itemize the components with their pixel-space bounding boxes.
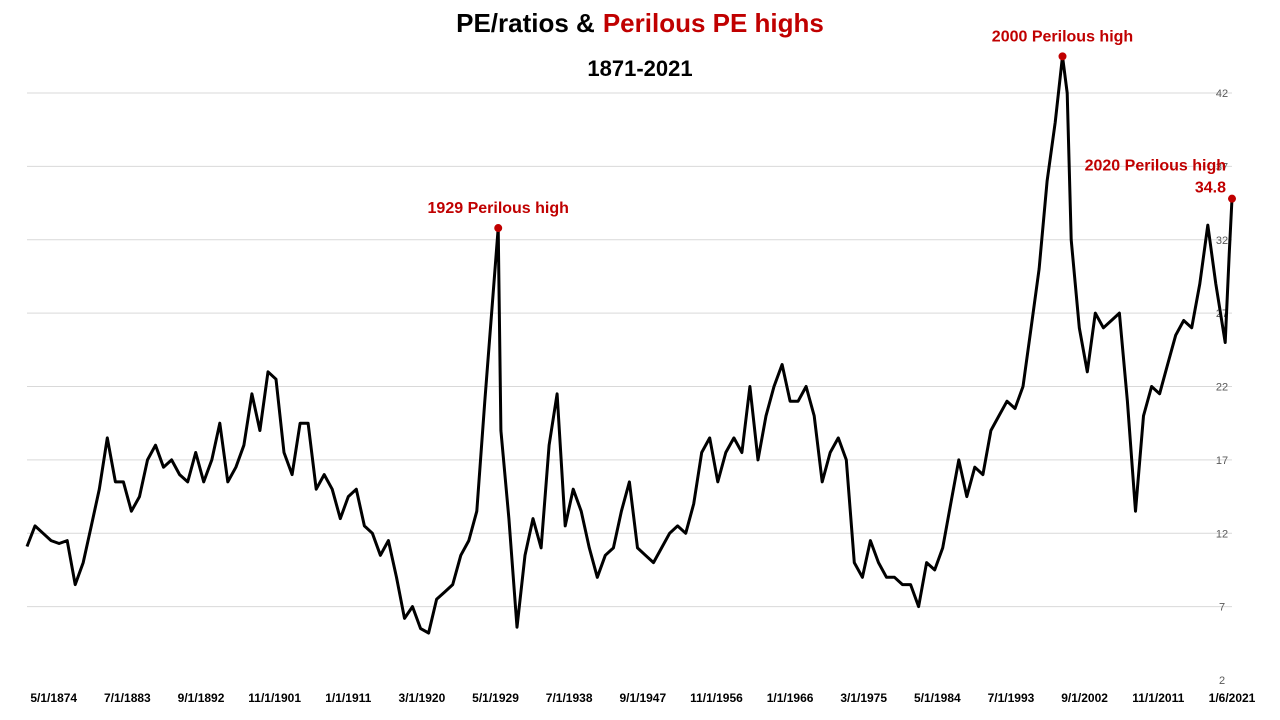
title-text: PE/ratios &	[456, 8, 595, 38]
chart-title: PE/ratios & Perilous PE highs	[456, 8, 824, 38]
y-tick-label: 22	[1216, 382, 1228, 394]
title-highlight: Perilous PE highs	[603, 8, 824, 38]
x-tick-label: 3/1/1920	[399, 691, 446, 705]
data-line	[25, 54, 1234, 635]
x-tick-label: 5/1/1929	[472, 691, 519, 705]
y-tick-label: 2	[1219, 675, 1225, 687]
x-tick-label: 5/1/1874	[30, 691, 77, 705]
x-tick-label: 5/1/1984	[914, 691, 961, 705]
highlight-dot	[1228, 194, 1236, 203]
x-tick-label: 7/1/1938	[546, 691, 593, 705]
annotation: 2000 Perilous high	[992, 28, 1133, 45]
x-tick-label: 11/1/1901	[248, 691, 301, 705]
x-tick-label: 9/1/1947	[619, 691, 666, 705]
y-tick-label: 37	[1216, 161, 1228, 173]
x-tick-label: 7/1/1883	[104, 691, 151, 705]
annotation: 1929 Perilous high	[428, 200, 569, 217]
x-tick-label: 1/1/1966	[767, 691, 814, 705]
y-tick-label: 17	[1216, 455, 1228, 467]
x-tick-label: 9/1/1892	[178, 691, 225, 705]
y-tick-label: 7	[1219, 602, 1225, 614]
x-tick-label: 7/1/1993	[988, 691, 1035, 705]
value-label: 34.8	[1195, 180, 1226, 197]
highlight-dot	[494, 224, 503, 233]
chart-subtitle: 1871-2021	[587, 56, 692, 81]
highlight-dot	[1058, 52, 1067, 61]
y-tick-label: 32	[1216, 235, 1228, 247]
y-tick-label: 42	[1216, 88, 1228, 100]
x-tick-label: 9/1/2002	[1061, 691, 1108, 705]
annotation: 2020 Perilous high	[1085, 158, 1226, 175]
x-tick-label: 11/1/2011	[1132, 691, 1184, 705]
x-tick-label: 11/1/1956	[690, 691, 743, 705]
x-tick-label: 3/1/1975	[840, 691, 887, 705]
x-tick-label: 1/6/2021	[1209, 691, 1256, 705]
x-tick-label: 1/1/1911	[325, 691, 371, 705]
y-tick-label: 12	[1216, 528, 1228, 540]
